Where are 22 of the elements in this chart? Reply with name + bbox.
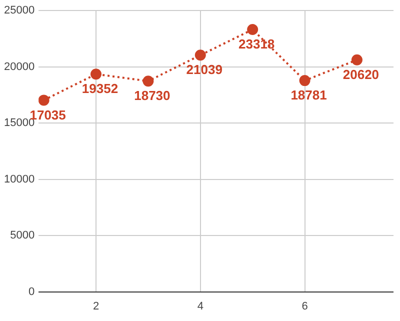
data-label: 18730 bbox=[134, 88, 170, 104]
data-label: 20620 bbox=[342, 66, 380, 82]
x-tick-label: 2 bbox=[92, 300, 100, 312]
y-tick-label: 25000 bbox=[4, 4, 35, 17]
x-tick-label: 6 bbox=[302, 300, 308, 312]
y-tick-label: 15000 bbox=[4, 117, 35, 130]
y-tick-label: 0 bbox=[28, 286, 35, 298]
point bbox=[90, 68, 102, 80]
data-label: 23318 bbox=[238, 36, 275, 52]
point bbox=[299, 75, 310, 86]
x-tick-label: 4 bbox=[197, 300, 204, 312]
point bbox=[351, 54, 362, 66]
y-tick-label: 10000 bbox=[4, 173, 35, 186]
point bbox=[194, 50, 206, 61]
y-tick-label: 5000 bbox=[10, 230, 35, 242]
data-label: 19352 bbox=[82, 81, 118, 96]
data-label: 21039 bbox=[186, 62, 222, 78]
point bbox=[38, 94, 50, 106]
data-label: 18781 bbox=[290, 88, 327, 103]
point bbox=[247, 24, 258, 36]
point bbox=[142, 76, 154, 87]
y-tick-label: 20000 bbox=[4, 60, 35, 73]
